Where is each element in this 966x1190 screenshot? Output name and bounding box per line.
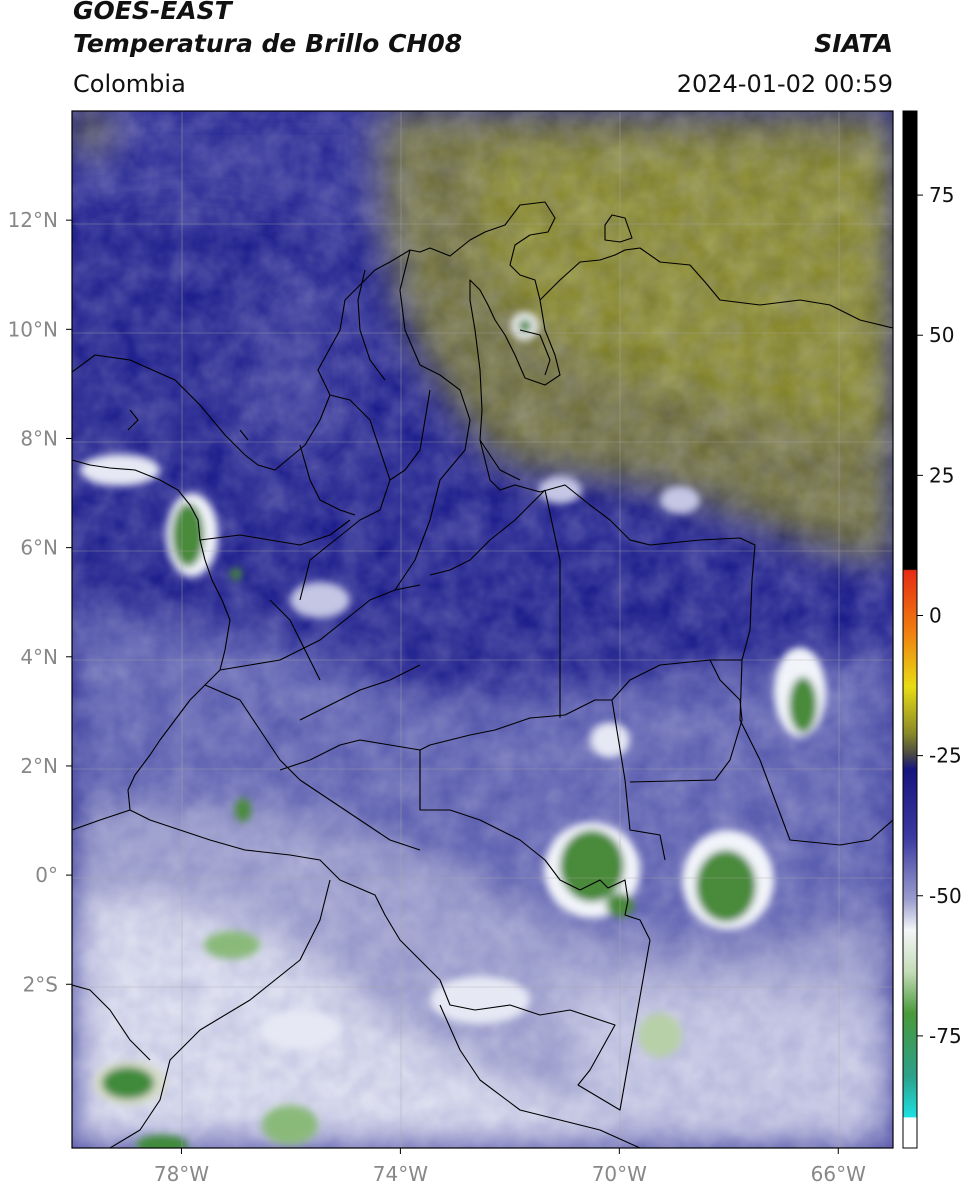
lat-tick-label: 2°S bbox=[23, 972, 58, 996]
colorbar-tick-label: -25 bbox=[929, 744, 962, 768]
lon-tick-label: 74°W bbox=[373, 1162, 428, 1186]
lat-tick-label: 2°N bbox=[20, 754, 58, 778]
colorbar-tick-label: 50 bbox=[929, 323, 954, 347]
cold-cloud-tops bbox=[80, 312, 826, 1148]
colorbar-tick-label: 75 bbox=[929, 183, 954, 207]
colorbar-tick-label: -50 bbox=[929, 884, 962, 908]
longitude-ticks: 78°W 74°W 70°W 66°W bbox=[154, 1148, 866, 1186]
colorbar bbox=[902, 110, 918, 1149]
colorbar-ticks: 75 50 25 0 -25 -50 -75 bbox=[917, 183, 962, 1048]
lat-tick-label: 12°N bbox=[8, 208, 58, 232]
lat-tick-label: 8°N bbox=[20, 426, 58, 450]
lat-tick-label: 0° bbox=[35, 863, 58, 887]
borders bbox=[72, 201, 893, 1148]
colorbar-tick-label: 0 bbox=[929, 603, 942, 627]
lat-tick-label: 10°N bbox=[8, 317, 58, 341]
product-title: Temperatura de Brillo CH08 bbox=[73, 29, 463, 58]
region-label: Colombia bbox=[73, 70, 186, 98]
datetime-label: 2024-01-02 00:59 bbox=[676, 70, 893, 98]
lon-tick-label: 66°W bbox=[811, 1162, 866, 1186]
cloud-texture-dark bbox=[72, 111, 893, 1148]
lat-tick-label: 4°N bbox=[20, 645, 58, 669]
satellite-title: GOES-EAST bbox=[73, 0, 232, 25]
lon-tick-label: 78°W bbox=[154, 1162, 209, 1186]
map-area bbox=[72, 111, 893, 1148]
graticule bbox=[72, 111, 893, 1148]
lat-tick-label: 6°N bbox=[20, 536, 58, 560]
brand-label: SIATA bbox=[814, 29, 893, 58]
colorbar-tick-label: 25 bbox=[929, 463, 954, 487]
colorbar-tick-label: -75 bbox=[929, 1024, 962, 1048]
map-frame bbox=[71, 110, 894, 1149]
latitude-ticks: 12°N 10°N 8°N 6°N 4°N 2°N 0° 2°S bbox=[8, 208, 72, 996]
lon-tick-label: 70°W bbox=[592, 1162, 647, 1186]
